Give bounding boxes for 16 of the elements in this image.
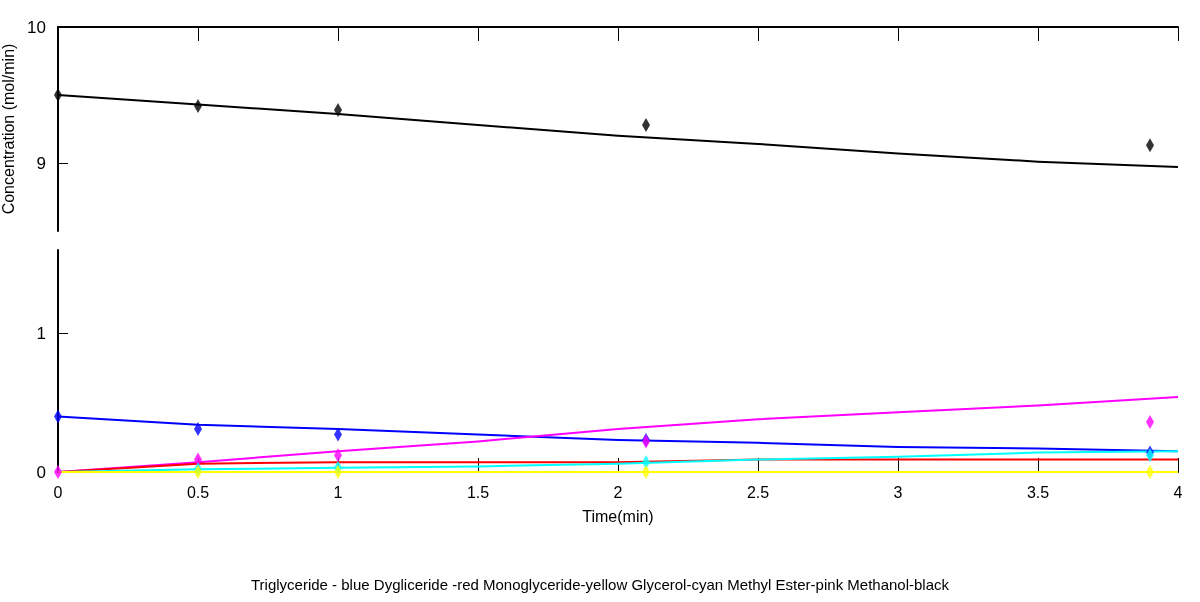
y-tick-label: 10 [27, 17, 46, 37]
text: Triglyceride - blue Dygliceride -red Monoglyceride-yellow Glycerol-cyan Methyl Ester-pink Methanol-black [250, 576, 950, 593]
x-tick-label: 0.5 [186, 483, 210, 501]
x-tick-label: 3.5 [1026, 483, 1050, 501]
x-tick-label: 0 [53, 483, 63, 501]
x-tick-label: 3 [893, 483, 903, 501]
y-tick-label: 9 [36, 153, 46, 173]
x-tick-label: 2.5 [746, 483, 770, 501]
x-axis-title: Time(min) [582, 507, 654, 525]
x-tick-label: 1 [333, 483, 343, 501]
y-axis-title: Concentration (mol/min) [0, 43, 17, 215]
y-tick-label: 0 [36, 462, 46, 482]
y-tick-label: 1 [36, 323, 46, 343]
x-tick-label: 2 [613, 483, 623, 501]
x-tick-label: 4 [1173, 483, 1183, 501]
x-tick-label: 1.5 [466, 483, 490, 501]
